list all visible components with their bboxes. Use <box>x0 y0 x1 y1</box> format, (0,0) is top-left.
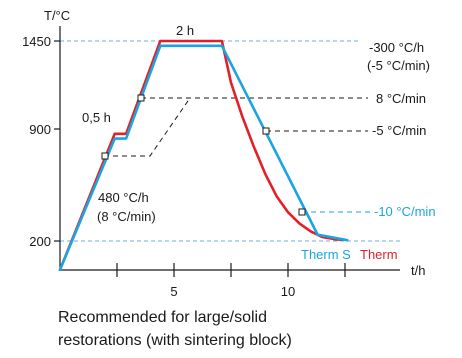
y-tick-label-1450: 1450 <box>22 34 51 49</box>
y-axis-label: T/°C <box>44 8 70 23</box>
marker-8-per-min <box>137 94 145 102</box>
y-tick-labels: 200 900 1450 <box>22 34 60 249</box>
legend-therm-s: Therm S <box>301 247 351 262</box>
x-tick-label-10: 10 <box>281 284 295 299</box>
sintering-block-guide <box>104 97 191 157</box>
y-tick-label-900: 900 <box>29 122 51 137</box>
series-line-therm-s <box>58 44 349 272</box>
annotation-cooling-rate-min: (-5 °C/min) <box>367 58 430 73</box>
annotation-hold-0-5h: 0,5 h <box>82 110 111 125</box>
marker-minus5-per-min <box>262 127 270 135</box>
annotation-cooling-rate: -300 °C/h <box>369 40 424 55</box>
caption-line-1: Recommended for large/solid <box>58 309 267 326</box>
series-layer <box>58 39 349 272</box>
x-tick-label-5: 5 <box>170 284 177 299</box>
x-tick-labels: 5 10 <box>170 284 295 299</box>
annotation-rate-minus5: -5 °C/min <box>372 123 426 138</box>
x-axis-label: t/h <box>411 263 425 278</box>
annotation-heating-rate-min: (8 °C/min) <box>97 209 156 224</box>
legend-therm: Therm <box>360 247 398 262</box>
chart-caption: Recommended for large/solid restorations… <box>58 306 458 352</box>
annotation-heating-rate: 480 °C/h <box>98 190 149 205</box>
marker-minus10-per-min <box>298 208 306 216</box>
caption-line-2: restorations (with sintering block) <box>58 332 292 349</box>
annotation-rate-minus10: -10 °C/min <box>374 204 436 219</box>
annotation-hold-2h: 2 h <box>176 23 194 38</box>
x-minor-ticks <box>116 263 346 277</box>
annotation-rate-8: 8 °C/min <box>376 91 426 106</box>
y-tick-label-200: 200 <box>29 234 51 249</box>
marker-heating-bend <box>101 152 109 160</box>
